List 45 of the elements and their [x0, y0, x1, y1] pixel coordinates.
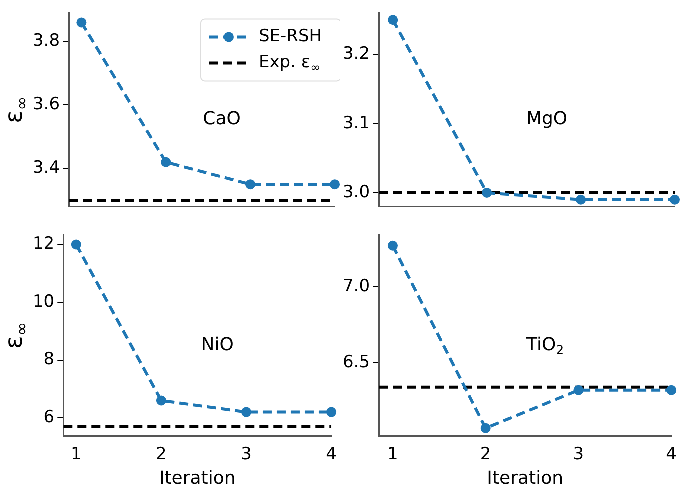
point: [388, 240, 398, 251]
y-tick-label: 7.0: [342, 276, 370, 296]
y-tick-label: 6: [44, 408, 55, 428]
legend-label: Exp. ε∞: [259, 52, 320, 74]
y-tick-label: 3.4: [32, 158, 60, 178]
point: [326, 407, 337, 418]
point: [666, 385, 677, 396]
y-tick-label: 3.1: [342, 113, 370, 134]
annotation: CaO: [203, 108, 241, 130]
point: [670, 194, 680, 205]
x-tick-label: 4: [326, 444, 338, 465]
x-tick-label: 2: [156, 444, 167, 465]
point: [574, 385, 584, 396]
x-tick-label: 3: [573, 444, 584, 465]
y-axis-title: ε∞: [0, 96, 32, 124]
point: [576, 194, 586, 205]
point: [76, 18, 87, 28]
point: [330, 180, 340, 190]
y-tick-label: 10: [32, 292, 55, 312]
point: [246, 180, 256, 190]
y-tick-label: 3.8: [32, 31, 60, 52]
x-tick-label: 4: [666, 444, 678, 465]
x-tick-label: 3: [241, 444, 252, 465]
point: [388, 15, 398, 26]
y-tick-label: 3.0: [342, 182, 370, 202]
point: [161, 157, 172, 168]
y-tick-label: 3.2: [342, 44, 370, 64]
x-tick-label: 1: [70, 444, 82, 465]
y-tick-label: 6.5: [342, 352, 370, 372]
x-axis-title: Iteration: [159, 468, 236, 489]
point: [242, 407, 252, 418]
y-tick-label: 3.6: [32, 94, 60, 115]
point: [156, 396, 166, 406]
annotation: NiO: [201, 334, 234, 356]
legend-label: SE-RSH: [259, 26, 322, 47]
y-tick-label: 8: [44, 350, 55, 370]
point: [480, 423, 491, 434]
x-axis-title: Iteration: [487, 468, 564, 489]
point: [482, 188, 492, 198]
annotation: MgO: [526, 108, 568, 130]
x-tick-label: 1: [388, 444, 398, 465]
x-tick-label: 2: [480, 444, 492, 465]
y-axis-title: ε∞: [0, 322, 32, 350]
point: [71, 240, 82, 250]
y-tick-label: 12: [32, 234, 55, 254]
